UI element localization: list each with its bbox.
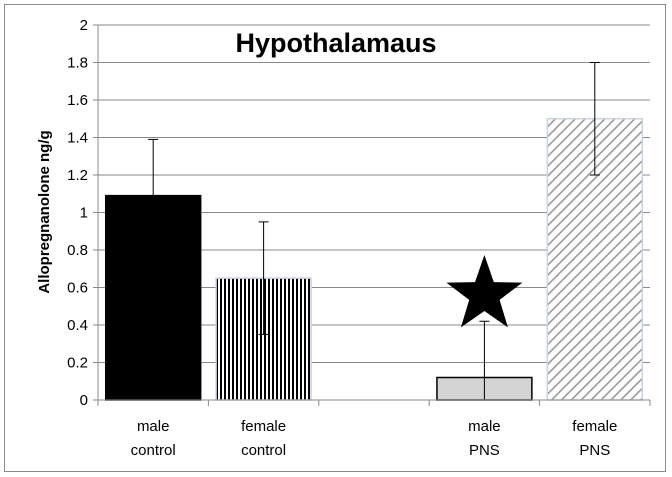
axes — [93, 24, 651, 406]
x-category-label: male — [468, 418, 501, 435]
chart-title: Hypothalamaus — [235, 28, 436, 58]
y-tick-label: 0.2 — [67, 355, 88, 372]
y-tick-label: 1.4 — [67, 130, 88, 147]
error-bars — [148, 62, 600, 400]
bars — [104, 118, 644, 401]
y-tick-label: 1.8 — [67, 55, 88, 72]
x-category-label: PNS — [469, 442, 500, 459]
annotations — [446, 255, 523, 328]
y-tick-label: 0.6 — [67, 280, 88, 297]
y-axis-label: Allopregnanolone ng/g — [36, 130, 53, 293]
y-tick-label: 0.8 — [67, 242, 88, 259]
x-category-label: PNS — [579, 442, 610, 459]
y-tick-labels: 0 0.2 0.4 0.6 0.8 1 1.2 1.4 1.6 1.8 2 — [67, 17, 88, 409]
y-tick-label: 0 — [80, 392, 88, 409]
x-category-label: male — [137, 418, 170, 435]
star-icon — [446, 255, 523, 328]
x-category-label: control — [241, 442, 286, 459]
x-category-label: female — [572, 418, 617, 435]
x-category-label: control — [131, 442, 176, 459]
y-tick-label: 1 — [80, 205, 88, 222]
y-tick-label: 1.2 — [67, 167, 88, 184]
y-tick-label: 2 — [80, 17, 88, 34]
y-tick-label: 1.6 — [67, 92, 88, 109]
x-category-label: female — [241, 418, 286, 435]
x-category-labels: male control female control male PNS female PNS — [131, 418, 618, 459]
y-tick-label: 0.4 — [67, 317, 88, 334]
